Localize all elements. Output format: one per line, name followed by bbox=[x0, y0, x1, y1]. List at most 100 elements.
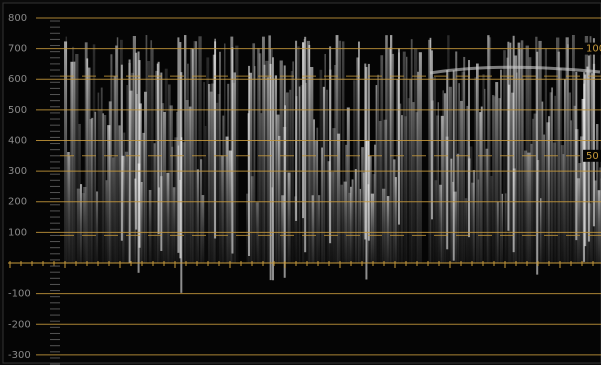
waveform-streak bbox=[432, 77, 436, 263]
waveform-streak bbox=[495, 82, 499, 263]
waveform-streak bbox=[166, 172, 170, 263]
waveform-streak bbox=[84, 42, 88, 264]
waveform-streak bbox=[485, 148, 489, 263]
waveform-streak bbox=[572, 35, 575, 264]
waveform-peak bbox=[214, 41, 217, 239]
waveform-peak bbox=[160, 72, 163, 251]
waveform-streak bbox=[346, 107, 350, 263]
waveform-streak bbox=[460, 100, 463, 263]
scale-label: -100 bbox=[8, 289, 31, 300]
waveform-streak bbox=[83, 186, 87, 263]
waveform-streak bbox=[390, 35, 393, 263]
waveform-peak bbox=[137, 51, 140, 273]
waveform-streak bbox=[567, 44, 569, 263]
waveform-streak bbox=[64, 41, 68, 263]
waveform-peak bbox=[507, 41, 510, 231]
waveform-streak bbox=[289, 89, 292, 263]
waveform-streak bbox=[313, 119, 315, 264]
waveform-peak bbox=[592, 38, 595, 227]
waveform-streak bbox=[429, 37, 432, 264]
waveform-streak bbox=[126, 85, 128, 264]
waveform-peak bbox=[512, 35, 515, 253]
waveform-streak bbox=[516, 72, 518, 263]
waveform-peak bbox=[446, 70, 449, 250]
waveform-streak bbox=[144, 91, 147, 264]
waveform-streak bbox=[274, 75, 278, 263]
label-backdrop bbox=[583, 42, 601, 55]
waveform-streak bbox=[107, 125, 111, 263]
waveform-streak bbox=[287, 172, 291, 263]
waveform-streak bbox=[324, 53, 326, 263]
waveform-streak bbox=[332, 128, 336, 263]
waveform-streak bbox=[450, 158, 453, 263]
waveform-streak bbox=[504, 193, 507, 263]
waveform-streak bbox=[589, 36, 592, 263]
waveform-streak bbox=[530, 143, 533, 263]
waveform-streak bbox=[500, 69, 502, 263]
waveform-streak bbox=[188, 106, 192, 264]
waveform-streak bbox=[348, 192, 351, 263]
waveform-streak bbox=[105, 180, 108, 263]
waveform-peak bbox=[295, 40, 298, 221]
waveform-peak bbox=[177, 37, 180, 253]
waveform-streak bbox=[594, 180, 597, 263]
waveform-streak bbox=[469, 146, 473, 263]
waveform-streak bbox=[391, 53, 395, 264]
waveform-streak bbox=[386, 196, 390, 263]
waveform-streak bbox=[298, 86, 301, 263]
waveform-streak bbox=[407, 98, 410, 263]
waveform-streak bbox=[68, 155, 71, 263]
waveform-streak bbox=[514, 55, 518, 264]
waveform-streak bbox=[597, 190, 601, 263]
waveform-streak bbox=[440, 115, 444, 263]
waveform-peak bbox=[269, 63, 272, 281]
waveform-streak bbox=[96, 191, 99, 263]
waveform-streak bbox=[164, 68, 168, 263]
waveform-streak bbox=[108, 101, 112, 263]
waveform-streak bbox=[581, 98, 585, 263]
waveform-streak bbox=[97, 92, 100, 264]
waveform-streak bbox=[233, 72, 236, 263]
right-scale-label: 100 bbox=[586, 44, 601, 55]
scale-label: 400 bbox=[8, 135, 27, 146]
waveform-streak bbox=[212, 54, 216, 263]
waveform-streak bbox=[266, 77, 269, 263]
waveform-streak bbox=[294, 196, 297, 263]
waveform-streak bbox=[276, 114, 280, 263]
waveform-peak bbox=[304, 36, 307, 253]
waveform-streak bbox=[551, 87, 553, 263]
waveform-streak bbox=[222, 115, 225, 263]
waveform-streak bbox=[503, 50, 506, 264]
waveform-peak bbox=[397, 48, 400, 225]
waveform-streak bbox=[480, 106, 483, 264]
waveform-streak bbox=[246, 193, 249, 263]
waveform-streak bbox=[254, 66, 256, 263]
waveform-streak bbox=[72, 46, 75, 263]
waveform-streak bbox=[412, 102, 415, 263]
waveform-streak bbox=[417, 71, 419, 263]
waveform-streak bbox=[488, 37, 492, 264]
waveform-streak bbox=[297, 46, 300, 264]
waveform-streak bbox=[250, 176, 254, 263]
waveform-streak bbox=[463, 56, 466, 263]
waveform-peak bbox=[365, 67, 368, 280]
waveform-streak bbox=[458, 83, 460, 264]
waveform-highlight bbox=[429, 65, 601, 75]
waveform-peak bbox=[272, 57, 275, 281]
waveform-streak bbox=[548, 116, 551, 263]
waveform-streak bbox=[402, 51, 406, 264]
waveform-streak bbox=[235, 45, 239, 264]
waveform-streak bbox=[209, 91, 213, 263]
waveform-streak bbox=[492, 95, 495, 263]
waveform-streak bbox=[448, 86, 452, 263]
waveform-streak bbox=[145, 35, 148, 264]
waveform-streak bbox=[358, 41, 360, 264]
waveform-streak bbox=[354, 169, 357, 263]
waveform-streak bbox=[316, 127, 319, 263]
waveform-streak bbox=[359, 188, 362, 263]
waveform-streak bbox=[487, 35, 490, 263]
waveform-streak bbox=[104, 115, 107, 263]
waveform-peak bbox=[583, 72, 586, 262]
waveform-streak bbox=[219, 51, 221, 264]
waveform-streak bbox=[437, 102, 440, 263]
